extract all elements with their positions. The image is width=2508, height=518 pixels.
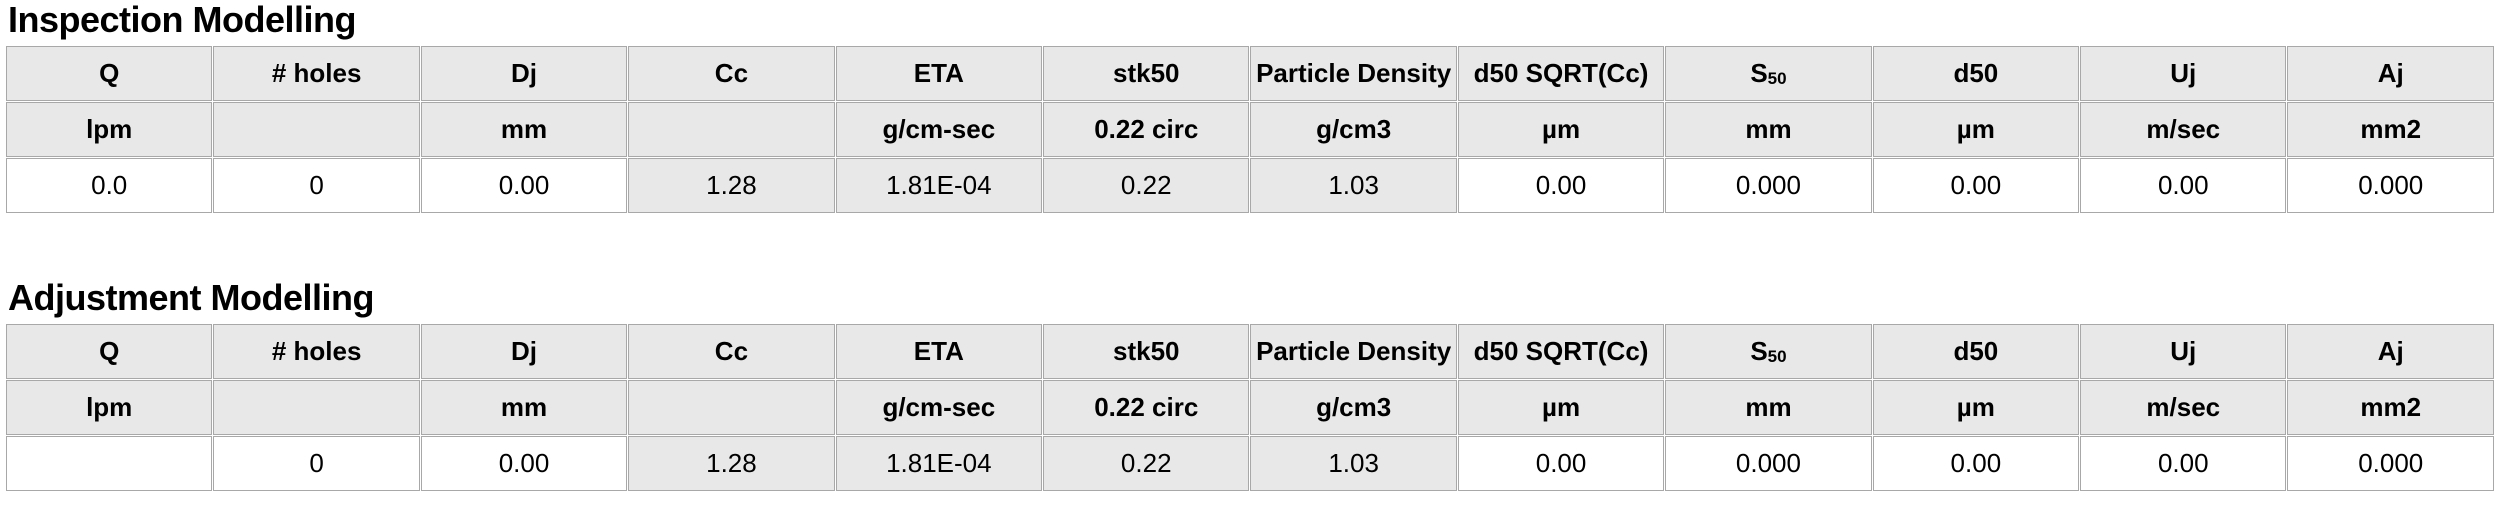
header-s50: S50 <box>1665 46 1872 101</box>
value-aj[interactable]: 0.000 <box>2287 158 2494 213</box>
unit-particle-density: g/cm3 <box>1250 380 1457 435</box>
value-d50-sqrt-cc[interactable]: 0.00 <box>1457 436 1665 491</box>
unit-dj: mm <box>420 102 628 157</box>
unit-eta: g/cm-sec <box>835 380 1043 435</box>
unit-q: lpm <box>6 380 213 435</box>
value-dj[interactable]: 0.00 <box>420 158 628 213</box>
header-cc: Cc <box>628 46 835 101</box>
unit-d50: µm <box>1872 102 2080 157</box>
value-cc: 1.28 <box>628 158 835 213</box>
unit-uj: m/sec <box>2080 380 2287 435</box>
unit-particle-density: g/cm3 <box>1250 102 1457 157</box>
value-dj[interactable]: 0.00 <box>420 436 628 491</box>
header-q: Q <box>6 46 213 101</box>
units-row: lpm mm g/cm-sec 0.22 circ g/cm3 µm mm µm… <box>6 380 2494 435</box>
header-stk50: stk50 <box>1043 46 1250 101</box>
value-cc: 1.28 <box>628 436 835 491</box>
header-particle-density: Particle Density <box>1250 46 1457 101</box>
unit-stk50: 0.22 circ <box>1043 380 1250 435</box>
value-d50[interactable]: 0.00 <box>1872 436 2080 491</box>
unit-s50: mm <box>1665 102 1872 157</box>
inspection-table: Q # holes Dj Cc ETA stk50 Particle Densi… <box>5 45 2495 214</box>
header-s50: S50 <box>1665 324 1872 379</box>
header-uj: Uj <box>2080 46 2287 101</box>
value-s50[interactable]: 0.000 <box>1665 436 1872 491</box>
unit-dj: mm <box>420 380 628 435</box>
s50-base: S <box>1750 336 1768 366</box>
adjustment-modelling-section: Adjustment Modelling Q # holes Dj Cc ETA… <box>0 280 2508 492</box>
page: Inspection Modelling Q # holes Dj Cc ETA… <box>0 2 2508 492</box>
header-d50: d50 <box>1872 46 2080 101</box>
unit-num-holes <box>213 380 420 435</box>
value-aj[interactable]: 0.000 <box>2287 436 2494 491</box>
header-num-holes: # holes <box>213 46 420 101</box>
adjustment-title: Adjustment Modelling <box>8 277 374 318</box>
s50-subscript: 50 <box>1767 69 1787 88</box>
adjustment-table: Q # holes Dj Cc ETA stk50 Particle Densi… <box>5 323 2495 492</box>
header-q: Q <box>6 324 213 379</box>
header-uj: Uj <box>2080 324 2287 379</box>
unit-uj: m/sec <box>2080 102 2287 157</box>
value-eta: 1.81E-04 <box>835 158 1043 213</box>
inspection-title: Inspection Modelling <box>8 0 357 40</box>
header-d50: d50 <box>1872 324 2080 379</box>
header-eta: ETA <box>835 46 1043 101</box>
value-uj[interactable]: 0.00 <box>2080 158 2287 213</box>
value-num-holes[interactable]: 0 <box>213 158 420 213</box>
value-d50-sqrt-cc[interactable]: 0.00 <box>1457 158 1665 213</box>
value-stk50: 0.22 <box>1043 436 1250 491</box>
unit-q: lpm <box>6 102 213 157</box>
unit-eta: g/cm-sec <box>835 102 1043 157</box>
header-aj: Aj <box>2287 46 2494 101</box>
unit-s50: mm <box>1665 380 1872 435</box>
unit-aj: mm2 <box>2287 380 2494 435</box>
values-row: 0.0 0 0.00 1.28 1.81E-04 0.22 1.03 0.00 … <box>6 158 2494 213</box>
inspection-modelling-section: Inspection Modelling Q # holes Dj Cc ETA… <box>0 2 2508 214</box>
value-s50[interactable]: 0.000 <box>1665 158 1872 213</box>
value-q[interactable]: 0.0 <box>6 158 213 213</box>
header-row: Q # holes Dj Cc ETA stk50 Particle Densi… <box>6 46 2494 101</box>
header-d50-sqrt-cc: d50 SQRT(Cc) <box>1457 46 1665 101</box>
unit-aj: mm2 <box>2287 102 2494 157</box>
s50-base: S <box>1750 58 1768 88</box>
unit-stk50: 0.22 circ <box>1043 102 1250 157</box>
unit-cc <box>628 102 835 157</box>
value-particle-density: 1.03 <box>1250 158 1457 213</box>
header-eta: ETA <box>835 324 1043 379</box>
unit-d50: µm <box>1872 380 2080 435</box>
unit-num-holes <box>213 102 420 157</box>
header-d50-sqrt-cc: d50 SQRT(Cc) <box>1457 324 1665 379</box>
unit-d50-sqrt-cc: µm <box>1457 102 1665 157</box>
header-dj: Dj <box>420 324 628 379</box>
header-row: Q # holes Dj Cc ETA stk50 Particle Densi… <box>6 324 2494 379</box>
units-row: lpm mm g/cm-sec 0.22 circ g/cm3 µm mm µm… <box>6 102 2494 157</box>
value-d50[interactable]: 0.00 <box>1872 158 2080 213</box>
value-uj[interactable]: 0.00 <box>2080 436 2287 491</box>
header-dj: Dj <box>420 46 628 101</box>
value-num-holes[interactable]: 0 <box>213 436 420 491</box>
header-num-holes: # holes <box>213 324 420 379</box>
value-particle-density: 1.03 <box>1250 436 1457 491</box>
header-cc: Cc <box>628 324 835 379</box>
unit-d50-sqrt-cc: µm <box>1457 380 1665 435</box>
value-q[interactable] <box>6 436 213 491</box>
value-eta: 1.81E-04 <box>835 436 1043 491</box>
header-stk50: stk50 <box>1043 324 1250 379</box>
s50-subscript: 50 <box>1767 347 1787 366</box>
unit-cc <box>628 380 835 435</box>
value-stk50: 0.22 <box>1043 158 1250 213</box>
header-particle-density: Particle Density <box>1250 324 1457 379</box>
header-aj: Aj <box>2287 324 2494 379</box>
values-row: 0 0.00 1.28 1.81E-04 0.22 1.03 0.00 0.00… <box>6 436 2494 491</box>
